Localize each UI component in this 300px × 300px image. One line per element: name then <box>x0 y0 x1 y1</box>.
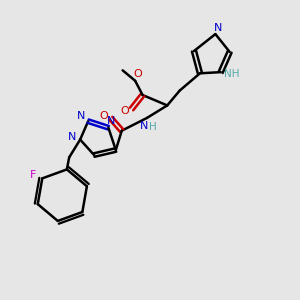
Text: O: O <box>100 111 109 121</box>
Text: N: N <box>214 23 222 33</box>
Text: N: N <box>68 132 76 142</box>
Text: O: O <box>121 106 129 116</box>
Text: O: O <box>134 69 142 79</box>
Text: F: F <box>30 170 37 180</box>
Text: H: H <box>149 122 157 132</box>
Text: N: N <box>140 121 148 131</box>
Text: N: N <box>106 116 115 126</box>
Text: N: N <box>76 111 85 121</box>
Text: NH: NH <box>224 69 240 79</box>
